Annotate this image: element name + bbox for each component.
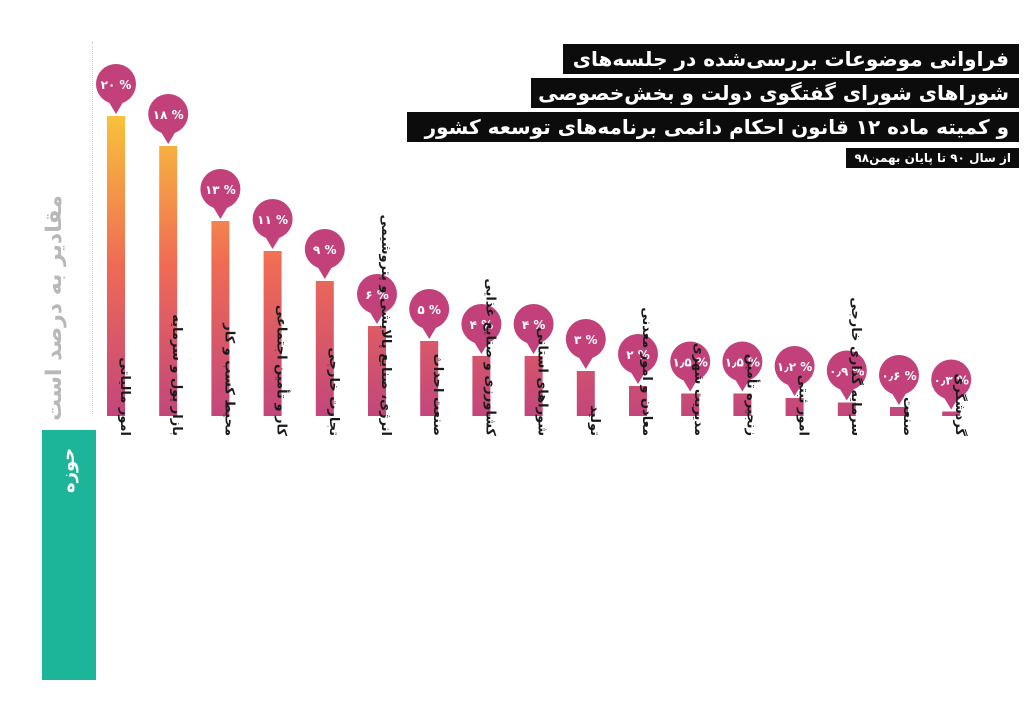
data-label-bubble: ۱٫۲ % bbox=[774, 346, 815, 396]
data-label: ۰٫۶ % bbox=[881, 369, 916, 383]
x-tick-label: تجارت خارجی bbox=[326, 348, 341, 436]
data-label-bubble: ۴ % bbox=[513, 304, 554, 354]
chart-title-line-2: شوراهای شورای گفتگوی دولت و بخش‌خصوصی bbox=[531, 78, 1019, 108]
x-tick-label: کار و تأمین اجتماعی bbox=[274, 305, 291, 437]
data-label: ۹ % bbox=[313, 243, 337, 257]
data-label-bubble: ۳ % bbox=[565, 319, 606, 369]
x-tick-label: محیط کسب و کار bbox=[221, 322, 236, 436]
bar bbox=[785, 398, 804, 416]
data-label-bubble: ۴ % bbox=[461, 304, 502, 354]
data-label: ۱۳ % bbox=[205, 183, 236, 197]
data-label-bubble: ۲۰ % bbox=[96, 64, 136, 114]
data-label: ۱٫۵ % bbox=[725, 356, 760, 370]
chart-title-line-1: فراوانی موضوعات بررسی‌شده در جلسه‌های bbox=[563, 44, 1019, 74]
bar bbox=[315, 281, 334, 416]
bar bbox=[211, 221, 230, 416]
x-tick-label: شوراهای استانی bbox=[535, 327, 550, 436]
x-tick-label: معادن و امور معدنی bbox=[639, 307, 654, 436]
bar bbox=[837, 402, 856, 416]
data-label-bubble: ۰٫۶ % bbox=[879, 355, 919, 405]
chart-subtitle: از سال ۹۰ تا پایان بهمن۹۸ bbox=[846, 148, 1019, 168]
data-label: ۳ % bbox=[574, 333, 598, 347]
bar bbox=[420, 341, 439, 416]
x-tick-label: گردشگری bbox=[952, 373, 968, 436]
bar bbox=[159, 146, 178, 416]
data-label: ۱۸ % bbox=[153, 108, 184, 122]
data-label-bubble: ۱٫۵ % bbox=[722, 341, 763, 392]
data-label: ۰٫۹ % bbox=[829, 365, 864, 379]
chart-title-line-3: و کمیته ماده ۱۲ قانون احکام دائمی برنامه… bbox=[407, 112, 1019, 142]
x-tick-label: صنعت bbox=[900, 397, 915, 436]
data-label: ۵ % bbox=[417, 303, 441, 317]
data-label-bubble: ۶ % bbox=[357, 274, 397, 324]
x-tick-label: صنعت احداث bbox=[430, 354, 445, 436]
data-label-bubble: ۲ % bbox=[618, 334, 658, 384]
x-tick-label: سرمایه گذاری خارجی bbox=[848, 297, 864, 436]
x-tick-label: امور مالیاتی bbox=[117, 357, 132, 436]
data-label: ۴ % bbox=[522, 318, 546, 332]
bar bbox=[524, 356, 543, 416]
bar bbox=[472, 356, 491, 416]
data-label: ۶ % bbox=[365, 288, 389, 302]
bar bbox=[263, 251, 282, 416]
x-tick-label: انرژی، صنایع پالایشی و پتروشیمی bbox=[378, 215, 393, 436]
y-axis-dotted-line bbox=[92, 42, 93, 414]
data-label: ۱٫۲ % bbox=[777, 360, 812, 374]
data-label: ۱٫۵ % bbox=[673, 356, 708, 370]
data-label: ۰٫۳ % bbox=[934, 374, 969, 388]
bar bbox=[942, 411, 961, 416]
data-label-bubble: ۱۳ % bbox=[200, 169, 241, 219]
data-label: ۲۰ % bbox=[101, 78, 132, 92]
bar bbox=[629, 386, 647, 416]
x-tick-label: مدیریت شهری bbox=[691, 343, 706, 436]
data-label-bubble: ۱٫۵ % bbox=[670, 341, 711, 392]
x-tick-label: کشاورزی و صنایع غذایی bbox=[482, 278, 497, 436]
bar bbox=[890, 407, 908, 416]
bar bbox=[576, 371, 595, 416]
data-label: ۴ % bbox=[470, 318, 494, 332]
x-axis-label-box: حوزه bbox=[42, 430, 96, 680]
data-label-bubble: ۹ % bbox=[304, 229, 345, 279]
bar bbox=[733, 393, 752, 416]
bar bbox=[681, 393, 700, 416]
bar bbox=[368, 326, 386, 416]
x-tick-label: بازار پول و سرمایه bbox=[169, 314, 184, 436]
data-label: ۱۱ % bbox=[257, 213, 288, 227]
x-tick-label: زنجیره تأمین bbox=[743, 354, 760, 436]
bar bbox=[107, 116, 125, 416]
x-tick-label: تولید bbox=[587, 405, 602, 436]
data-label-bubble: ۰٫۳ % bbox=[931, 359, 972, 410]
x-tick-label: امور ثبتی bbox=[796, 375, 811, 436]
data-label-bubble: ۱۱ % bbox=[252, 199, 293, 249]
data-label-bubble: ۰٫۹ % bbox=[826, 350, 867, 401]
data-label-bubble: ۱۸ % bbox=[148, 94, 189, 144]
data-label: ۲ % bbox=[626, 348, 650, 362]
data-label-bubble: ۵ % bbox=[409, 289, 450, 339]
